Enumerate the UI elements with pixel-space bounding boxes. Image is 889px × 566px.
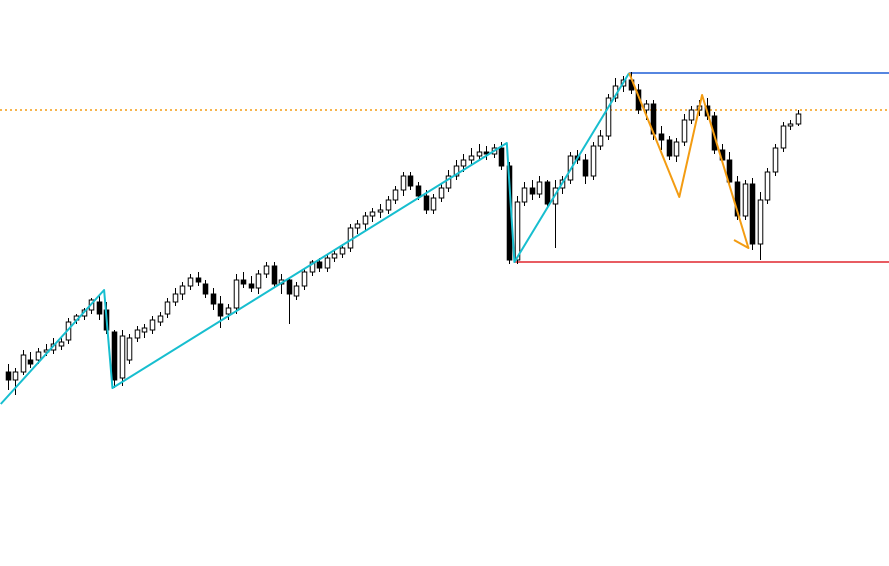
- candle-body: [688, 109, 695, 121]
- candle-body: [582, 159, 589, 177]
- candle-body: [780, 125, 787, 149]
- candle-body: [483, 151, 490, 155]
- candle-body: [764, 171, 771, 201]
- candle-body: [179, 285, 186, 295]
- candle-body: [681, 119, 688, 143]
- candle-body: [521, 187, 528, 203]
- candle-body: [476, 151, 483, 157]
- candle-body: [240, 279, 247, 285]
- candle-body: [27, 359, 34, 365]
- candle-body: [255, 273, 262, 289]
- candle-body: [126, 337, 133, 361]
- candle-body: [772, 147, 779, 173]
- candle-body: [795, 113, 802, 125]
- candle-body: [309, 261, 316, 273]
- candle-body: [286, 279, 293, 295]
- candle-body: [149, 319, 156, 331]
- candle-body: [157, 315, 164, 323]
- candle-body: [673, 141, 680, 157]
- candle-body: [590, 145, 597, 177]
- candle-body: [164, 301, 171, 315]
- candle-body: [195, 277, 202, 283]
- candle-body: [202, 283, 209, 295]
- candle-body: [445, 175, 452, 189]
- candle-body: [498, 147, 505, 167]
- candle-body: [58, 341, 65, 347]
- candle-body: [210, 293, 217, 305]
- candle-body: [749, 183, 756, 245]
- zigzag-line: [628, 72, 750, 249]
- candle-body: [605, 97, 612, 137]
- candle-body: [119, 335, 126, 379]
- candle-body: [324, 257, 331, 269]
- candle-body: [529, 187, 536, 195]
- candle-body: [385, 199, 392, 211]
- candle-body: [111, 331, 118, 381]
- candle-body: [423, 195, 430, 211]
- candle-body: [141, 327, 148, 333]
- candle-body: [35, 351, 42, 361]
- candle-body: [597, 135, 604, 147]
- candle-body: [369, 211, 376, 217]
- candle-body: [187, 277, 194, 287]
- candle-body: [263, 265, 270, 275]
- candle-body: [377, 209, 384, 213]
- candle-body: [726, 159, 733, 183]
- candle-body: [438, 187, 445, 199]
- candle-body: [217, 303, 224, 317]
- candle-body: [172, 293, 179, 303]
- zigzag-line: [0, 72, 630, 405]
- candle-body: [339, 247, 346, 255]
- candle-body: [5, 371, 12, 381]
- candle-body: [415, 185, 422, 197]
- candle-body: [536, 181, 543, 195]
- candle-body: [430, 197, 437, 211]
- candle-body: [293, 285, 300, 297]
- candle-body: [643, 103, 650, 111]
- candle-body: [453, 165, 460, 177]
- candle-body: [96, 301, 103, 315]
- candle-body: [354, 223, 361, 229]
- candle-body: [400, 175, 407, 191]
- candle-body: [460, 159, 467, 167]
- candle-body: [12, 371, 19, 381]
- candle-body: [271, 265, 278, 285]
- candle-body: [787, 123, 794, 127]
- candle-body: [658, 133, 665, 141]
- candle-body: [544, 181, 551, 205]
- candle-body: [362, 215, 369, 225]
- candle-body: [514, 201, 521, 261]
- candle-body: [742, 183, 749, 217]
- candle-body: [134, 329, 141, 339]
- candle-body: [666, 139, 673, 157]
- candle-body: [316, 261, 323, 269]
- candle-body: [468, 155, 475, 161]
- candle-body: [392, 189, 399, 201]
- candle-body: [248, 283, 255, 289]
- candle-body: [757, 199, 764, 245]
- candle-body: [331, 253, 338, 259]
- candle-body: [734, 181, 741, 217]
- candle-body: [225, 307, 232, 315]
- candle-body: [233, 279, 240, 309]
- candle-body: [407, 175, 414, 187]
- candle-body: [20, 354, 27, 373]
- candle-body: [301, 271, 308, 287]
